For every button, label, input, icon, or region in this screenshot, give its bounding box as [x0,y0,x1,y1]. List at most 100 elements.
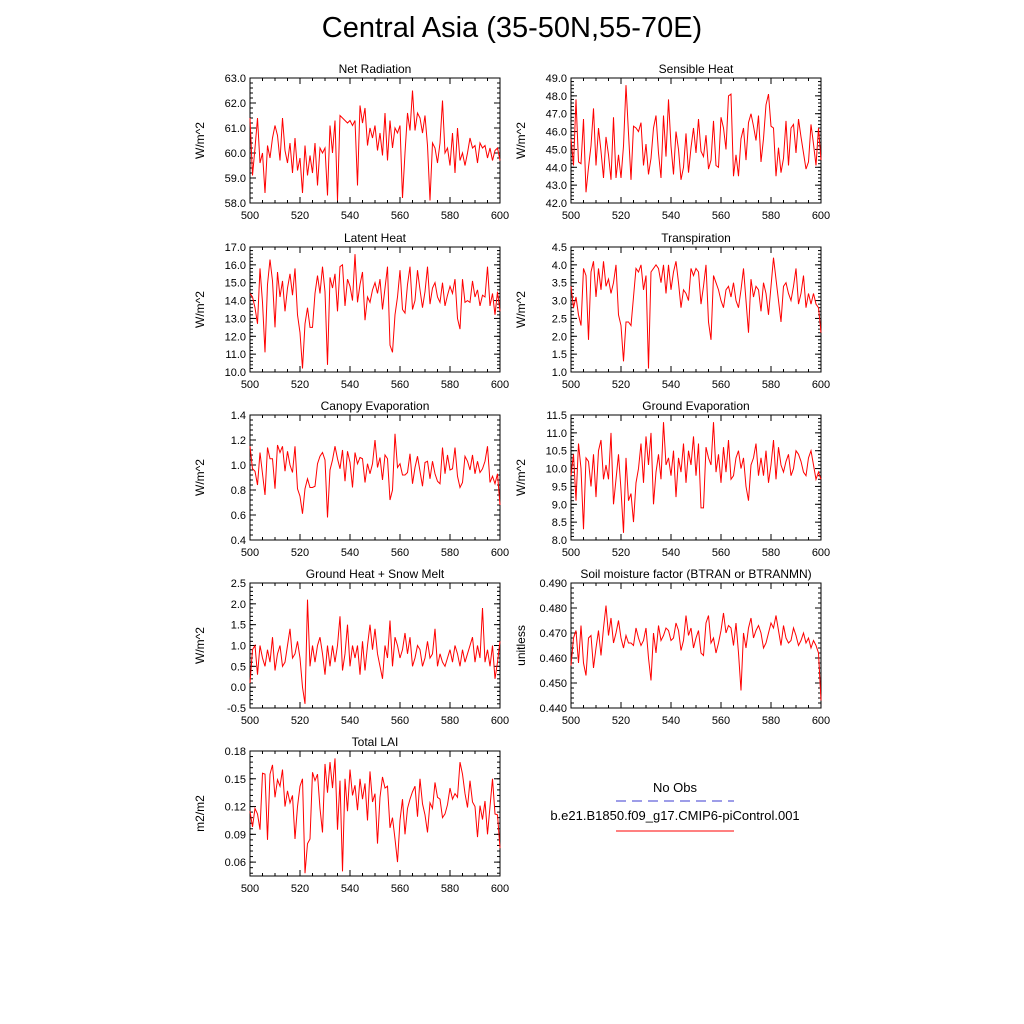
y-tick-label: 61.0 [225,123,246,135]
x-tick-label: 580 [762,547,780,559]
y-tick-label: 0.0 [231,682,246,694]
plot-frame [570,582,822,709]
y-tick-label: 0.6 [231,510,246,522]
y-tick-label: 0.490 [539,578,567,590]
y-tick-label: 11.5 [546,410,567,422]
figure-title: Central Asia (35-50N,55-70E) [321,12,703,44]
y-axis-label: unitless [514,625,528,666]
x-tick-label: 500 [562,379,580,391]
y-axis-label: W/m^2 [193,122,207,159]
x-tick-label: 520 [612,379,630,391]
y-tick-label: 1.0 [552,367,567,379]
x-tick-label: 500 [562,547,580,559]
y-axis-label: m2/m2 [193,795,207,832]
x-tick-label: 600 [812,715,830,727]
x-tick-label: 500 [241,379,259,391]
y-axis-label: W/m^2 [514,459,528,496]
series-line [249,254,501,369]
y-tick-label: 42.0 [546,198,567,210]
y-tick-label: 0.440 [539,703,567,715]
chart-panel-3: Latent Heat W/m^2 10.0 11.0 12.0 13.0 14.0 15.0… [193,231,509,391]
y-axis-label: W/m^2 [193,627,207,664]
plot-frame [570,77,822,204]
x-tick-label: 560 [391,715,409,727]
panel-title: Ground Evaporation [642,399,749,413]
x-tick-label: 520 [291,210,309,222]
chart-panel-5: Canopy Evaporation W/m^2 0.4 0.6 0.8 1.0 1.2 1.… [193,399,509,559]
x-tick-label: 600 [812,547,830,559]
panel-title: Latent Heat [344,231,407,245]
y-tick-label: -0.5 [227,703,246,715]
y-tick-label: 49.0 [546,73,567,85]
plot-frame [570,246,822,373]
x-tick-label: 580 [441,547,459,559]
y-tick-label: 2.5 [231,578,246,590]
y-tick-label: 58.0 [225,198,246,210]
plot-frame [249,750,501,877]
y-tick-label: 11.0 [546,428,567,440]
x-tick-label: 520 [291,547,309,559]
x-tick-label: 600 [491,883,509,895]
x-tick-label: 540 [662,210,680,222]
y-tick-label: 2.5 [552,313,567,325]
y-tick-label: 9.0 [552,499,567,511]
chart-panels: Net Radiation W/m^2 58.0 59.0 60.0 61.0 62.0 63… [193,62,830,895]
y-axis-label: W/m^2 [193,291,207,328]
chart-panel-4: Transpiration W/m^2 1.0 1.5 2.0 2.5 3.0 3.5 4.0 4… [514,231,830,391]
x-tick-label: 520 [291,883,309,895]
x-tick-label: 500 [562,715,580,727]
y-tick-label: 0.4 [231,535,246,547]
plot-frame [249,77,501,204]
y-tick-label: 9.5 [552,481,567,493]
x-tick-label: 500 [241,883,259,895]
series-line [570,605,822,701]
x-tick-label: 540 [662,715,680,727]
x-tick-label: 560 [712,715,730,727]
x-tick-label: 600 [491,715,509,727]
x-tick-label: 500 [241,547,259,559]
panel-title: Ground Heat + Snow Melt [306,567,445,581]
y-tick-label: 0.15 [225,774,246,786]
y-axis-label: W/m^2 [514,122,528,159]
x-tick-label: 560 [391,547,409,559]
y-tick-label: 12.0 [225,331,246,343]
x-tick-label: 500 [241,715,259,727]
x-tick-label: 560 [712,210,730,222]
x-tick-label: 560 [712,379,730,391]
y-tick-label: 0.480 [539,603,567,615]
legend: No Obs b.e21.B1850.f09_g17.CMIP6-piContr… [550,780,800,832]
y-tick-label: 10.0 [225,367,246,379]
panel-title: Soil moisture factor (BTRAN or BTRANMN) [580,567,811,581]
y-tick-label: 0.18 [225,746,246,758]
x-tick-label: 540 [341,379,359,391]
panel-title: Sensible Heat [659,62,734,76]
x-tick-label: 520 [612,210,630,222]
y-tick-label: 13.0 [225,313,246,325]
x-tick-label: 540 [341,210,359,222]
chart-panel-7: Ground Heat + Snow Melt W/m^2 -0.5 0.0 0.5 1.… [193,567,509,727]
y-tick-label: 16.0 [225,260,246,272]
x-tick-label: 560 [391,883,409,895]
panel-title: Total LAI [352,735,399,749]
chart-panel-6: Ground Evaporation W/m^2 8.0 8.5 9.0 9.5 10.0 1… [514,399,830,559]
legend-model-label: b.e21.B1850.f09_g17.CMIP6-piControl.001 [550,808,799,823]
chart-panel-8: Soil moisture factor (BTRAN or BTRANMN) u… [514,567,830,727]
y-tick-label: 10.0 [546,464,567,476]
x-tick-label: 560 [712,547,730,559]
y-tick-label: 11.0 [225,349,246,361]
y-tick-label: 63.0 [225,73,246,85]
x-tick-label: 520 [291,379,309,391]
y-tick-label: 17.0 [225,242,246,254]
y-tick-label: 10.5 [546,446,567,458]
y-tick-label: 44.0 [546,162,567,174]
x-tick-label: 540 [341,883,359,895]
y-tick-label: 1.2 [231,435,246,447]
chart-panel-9: Total LAI m2/m2 0.06 0.09 0.12 0.15 0.18 500 520… [193,735,509,895]
series-line [570,85,822,193]
y-tick-label: 59.0 [225,173,246,185]
series-line [570,257,822,369]
y-tick-label: 2.0 [231,599,246,611]
panel-title: Canopy Evaporation [321,399,430,413]
chart-panel-2: Sensible Heat W/m^2 42.0 43.0 44.0 45.0 46.0 47… [514,62,830,222]
x-tick-label: 580 [762,715,780,727]
